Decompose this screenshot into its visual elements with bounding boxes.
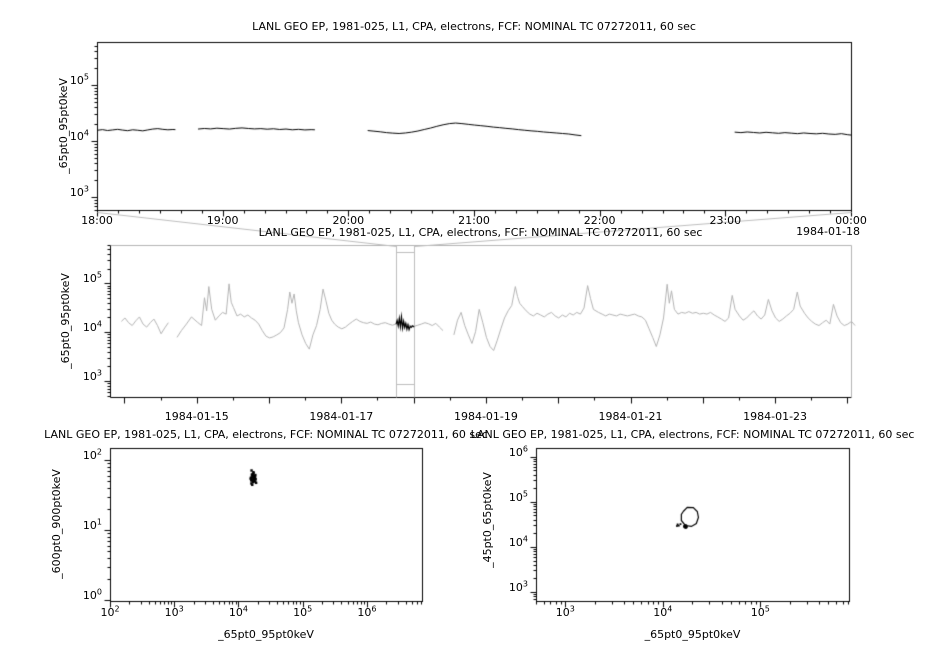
x-tick-label: 1984-01-21: [598, 410, 663, 423]
panel4-x-axis-label: _65pt0_95pt0keV: [644, 628, 741, 641]
panel1-plot-area[interactable]: [97, 42, 851, 210]
panel2-plot-area[interactable]: [110, 245, 851, 397]
y-tick-label: 101: [82, 517, 102, 533]
y-tick-label: 103: [82, 368, 102, 383]
x-tick-label: 105: [750, 604, 770, 619]
x-tick-label: 23:00: [709, 214, 742, 227]
panel3-y-axis-label: _600pt0_900pt0keV: [50, 469, 63, 579]
x-tick-label: 19:00: [206, 214, 239, 227]
y-tick-label: 104: [82, 319, 102, 335]
panel4-plot-area[interactable]: [536, 448, 849, 601]
y-tick-label: 103: [69, 184, 89, 200]
panel1-date-label: 1984-01-18: [796, 225, 860, 238]
panel2-y-axis-label: _65pt0_95pt0keV: [59, 273, 72, 369]
y-tick-label: 104: [508, 534, 528, 549]
x-tick-label: 105: [293, 604, 313, 619]
x-tick-label: 21:00: [458, 214, 490, 227]
y-tick-label: 100: [82, 587, 102, 603]
y-tick-label: 105: [82, 270, 102, 286]
y-tick-label: 104: [69, 128, 89, 144]
panel3-plot-area[interactable]: [110, 448, 422, 601]
x-tick-label: 1984-01-23: [743, 410, 808, 423]
panel1-title: LANL GEO EP, 1981-025, L1, CPA, electron…: [252, 20, 696, 33]
x-tick-label: 103: [555, 604, 575, 619]
y-tick-label: 102: [82, 447, 102, 462]
x-tick-label: 103: [164, 604, 184, 619]
x-tick-label: 18:00: [81, 214, 113, 227]
x-tick-label: 106: [357, 604, 377, 619]
x-tick-label: 22:00: [583, 214, 616, 227]
x-tick-label: 1984-01-17: [309, 410, 374, 423]
panel4-y-axis-label: _45pt0_65pt0keV: [481, 472, 494, 568]
x-tick-label: 00:00: [835, 214, 867, 227]
panel2-title: LANL GEO EP, 1981-025, L1, CPA, electron…: [258, 226, 703, 239]
x-tick-label: 104: [228, 604, 248, 619]
x-tick-label: 1984-01-19: [453, 410, 518, 423]
panel4-title: LANL GEO EP, 1981-025, L1, CPA, electron…: [470, 428, 915, 441]
x-tick-label: 104: [653, 604, 673, 619]
y-tick-label: 105: [69, 72, 89, 88]
x-tick-label: 1984-01-15: [164, 410, 229, 423]
y-tick-label: 103: [508, 579, 528, 594]
x-tick-label: 102: [100, 604, 120, 619]
panel3-x-axis-label: _65pt0_95pt0keV: [218, 628, 314, 641]
panel1-y-axis-label: _65pt0_95pt0keV: [57, 78, 70, 174]
y-tick-label: 105: [508, 489, 528, 504]
x-tick-label: 20:00: [332, 214, 365, 227]
y-tick-label: 106: [508, 444, 528, 459]
panel3-title: LANL GEO EP, 1981-025, L1, CPA, electron…: [44, 428, 488, 441]
